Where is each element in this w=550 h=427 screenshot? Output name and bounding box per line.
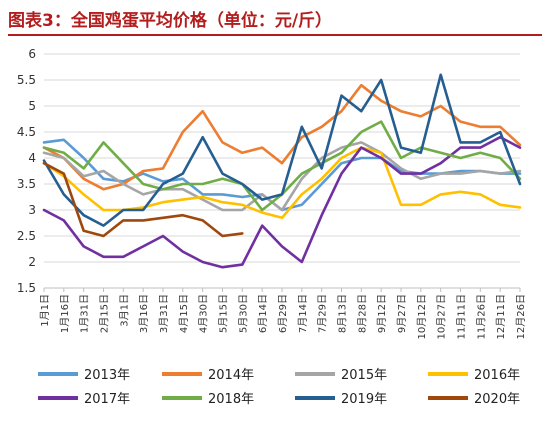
x-tick-label: 3月31日 xyxy=(158,294,170,333)
y-tick-label: 4 xyxy=(28,151,36,165)
x-tick-label: 11月11日 xyxy=(456,294,468,339)
x-tick-label: 1月31日 xyxy=(79,294,91,333)
x-tick-label: 3月16日 xyxy=(138,294,150,333)
x-tick-label: 7月14日 xyxy=(297,294,309,333)
x-tick-label: 8月13日 xyxy=(337,294,349,333)
x-tick-label: 10月27日 xyxy=(436,294,448,339)
x-tick-label: 5月30日 xyxy=(237,294,249,333)
y-tick-label: 5 xyxy=(28,99,36,113)
grid-lines xyxy=(44,53,520,289)
legend-label-5: 2018年 xyxy=(208,392,254,407)
x-tick-label: 6月14日 xyxy=(257,294,269,333)
y-tick-label: 5.5 xyxy=(17,73,36,87)
y-tick-label: 6 xyxy=(28,47,36,61)
x-tick-label: 8月28日 xyxy=(356,294,368,333)
x-tick-label: 9月27日 xyxy=(396,294,408,333)
x-tick-label: 11月26日 xyxy=(475,294,487,339)
legend-label-4: 2017年 xyxy=(84,392,130,407)
legend: 2013年 2014年 2015年 2016年 2017年 2018年 2019年 2020年 xyxy=(38,368,520,407)
x-tick-label: 1月1日 xyxy=(39,294,51,327)
x-tick-label: 12月26日 xyxy=(515,294,527,339)
legend-label-6: 2019年 xyxy=(341,392,387,407)
y-tick-label: 2 xyxy=(28,255,36,269)
y-tick-label: 1.5 xyxy=(17,281,36,295)
x-tick-label: 9月12日 xyxy=(376,294,388,333)
y-tick-label: 3 xyxy=(28,203,36,217)
x-axis: 1月1日 1月16日 1月31日 2月15日 3月1日 3月16日 3月31日 4月15日 4月… xyxy=(39,288,527,339)
x-tick-label: 2月15日 xyxy=(99,294,111,333)
x-tick-label: 10月12日 xyxy=(416,294,428,339)
series-line-6 xyxy=(42,73,522,227)
x-tick-label: 6月29日 xyxy=(277,294,289,333)
x-tick-label: 5月15日 xyxy=(218,294,230,333)
x-tick-label: 4月15日 xyxy=(178,294,190,333)
x-tick-label: 7月29日 xyxy=(317,294,329,333)
series-lines xyxy=(42,73,522,269)
legend-label-3: 2016年 xyxy=(474,368,520,383)
x-tick-label: 12月11日 xyxy=(495,294,507,339)
x-tick-label: 4月30日 xyxy=(198,294,210,333)
chart-title: 图表3：全国鸡蛋平均价格（单位：元/斤） xyxy=(8,11,333,31)
y-tick-label: 4.5 xyxy=(17,125,36,139)
series-line-7 xyxy=(42,161,244,238)
y-tick-label: 3.5 xyxy=(17,177,36,191)
series-line-4 xyxy=(42,135,522,269)
legend-label-7: 2020年 xyxy=(474,392,520,407)
y-tick-label: 2.5 xyxy=(17,229,36,243)
series-line-2 xyxy=(42,141,522,212)
x-tick-label: 1月16日 xyxy=(59,294,71,333)
x-tick-label: 3月1日 xyxy=(118,294,130,327)
legend-label-1: 2014年 xyxy=(208,368,254,383)
legend-label-0: 2013年 xyxy=(84,368,130,383)
series-line-5 xyxy=(42,120,522,212)
title-rule xyxy=(8,34,542,36)
y-axis: 1.5 2 2.5 3 3.5 4 4.5 5 5.5 6 xyxy=(17,47,36,295)
legend-label-2: 2015年 xyxy=(341,368,387,383)
